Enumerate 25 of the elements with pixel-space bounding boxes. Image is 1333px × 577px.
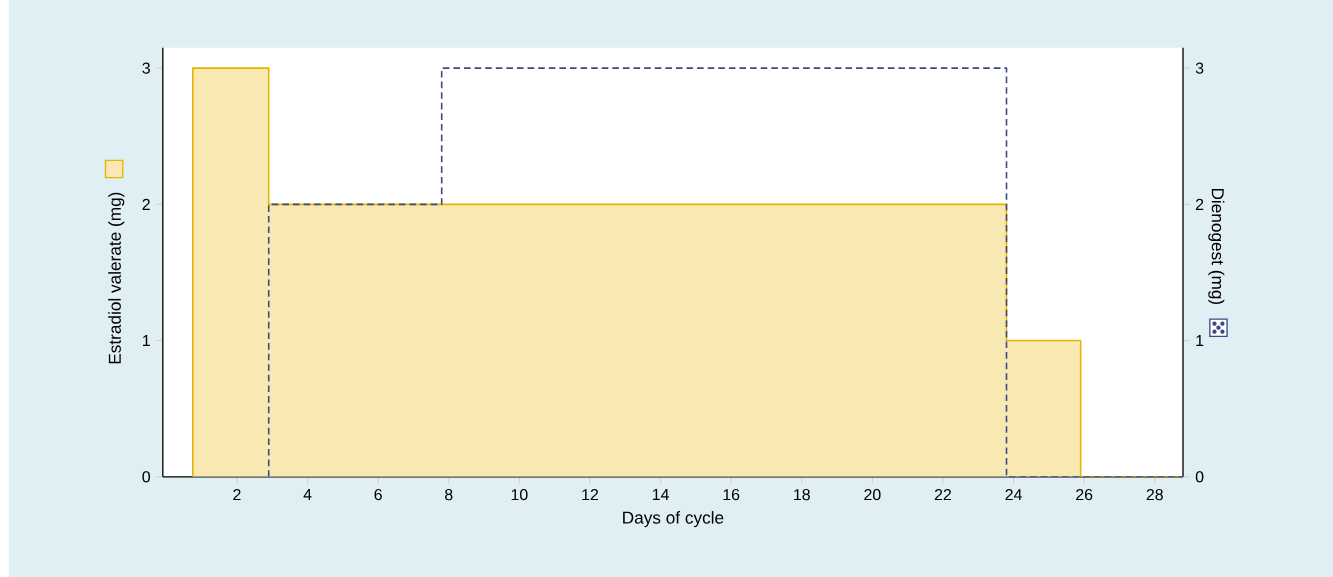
y-tick-label: 2: [142, 198, 150, 210]
x-tick-label: 28: [1146, 488, 1163, 501]
x-tick-label: 26: [1076, 488, 1093, 501]
x-tick-label: 20: [864, 488, 881, 501]
x-tick-label: 18: [794, 488, 810, 501]
x-tick-label: 14: [652, 488, 669, 500]
y2-axis-title: Dienogest (mg): [1208, 188, 1225, 305]
y2-tick-label: 1: [1196, 335, 1204, 346]
y2-tick-label: 2: [1195, 198, 1204, 210]
y-tick-label: 1: [142, 335, 150, 346]
y-tick-label: 3: [142, 62, 150, 74]
x-tick-label: 16: [723, 488, 740, 501]
y-axis-title: Estradiol valerate (mg): [108, 192, 125, 364]
x-tick-label: 12: [582, 488, 598, 501]
y2-tick-label: 0: [1195, 471, 1204, 483]
x-tick-label: 4: [303, 488, 312, 500]
y2-tick-label: 3: [1195, 62, 1204, 74]
x-tick-label: 10: [511, 488, 528, 501]
x-tick-label: 24: [1005, 488, 1022, 501]
x-tick-label: 2: [233, 488, 241, 501]
x-axis-title: Days of cycle: [623, 511, 724, 528]
x-tick-label: 8: [445, 488, 453, 501]
x-tick-label: 22: [934, 488, 951, 501]
x-tick-label: 6: [374, 488, 382, 501]
y-tick-label: 0: [142, 471, 151, 483]
